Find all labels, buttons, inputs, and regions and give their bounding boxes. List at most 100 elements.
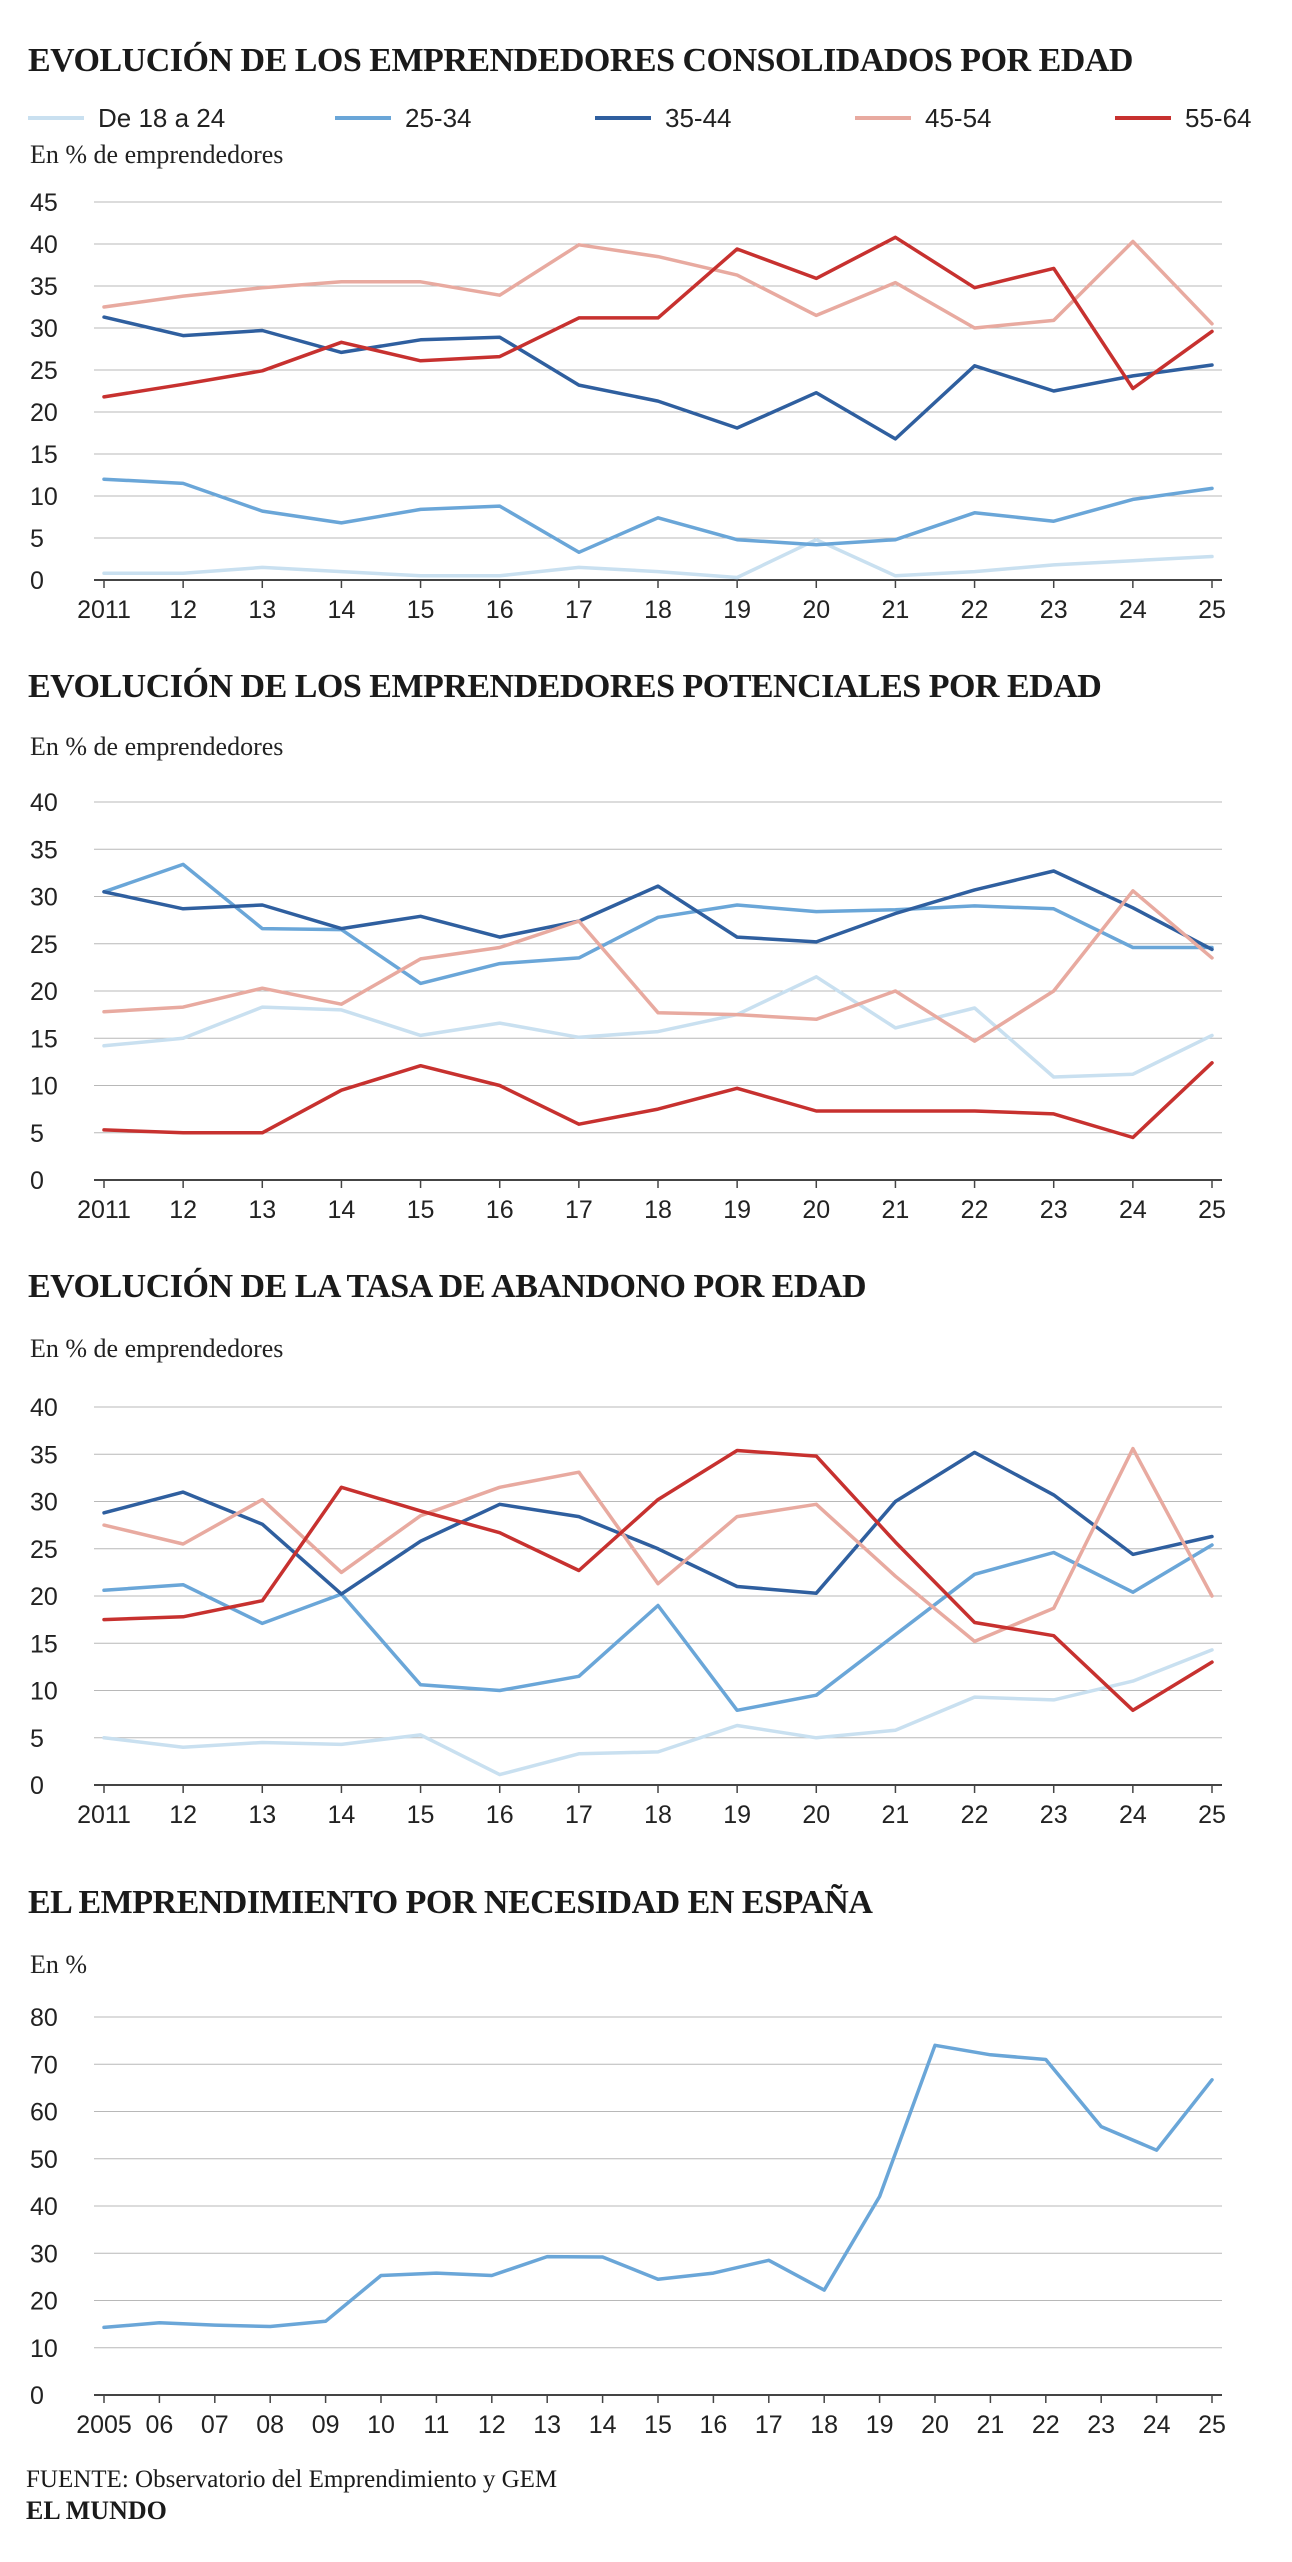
y-tick-label: 35 xyxy=(30,273,58,301)
x-tick-label: 23 xyxy=(1040,1801,1068,1829)
y-tick-label: 20 xyxy=(30,2288,58,2316)
x-tick-label: 19 xyxy=(723,596,751,624)
x-tick-label: 24 xyxy=(1119,596,1147,624)
y-tick-label: 25 xyxy=(30,357,58,385)
legend-swatch xyxy=(595,116,651,120)
x-tick-label: 25 xyxy=(1198,2411,1226,2439)
x-tick-label: 22 xyxy=(1032,2411,1060,2439)
x-tick-label: 15 xyxy=(407,596,435,624)
y-tick-label: 5 xyxy=(30,525,44,553)
y-tick-label: 80 xyxy=(30,2004,58,2032)
x-tick-label: 24 xyxy=(1143,2411,1171,2439)
y-tick-label: 10 xyxy=(30,2335,58,2363)
legend-label: 35-44 xyxy=(665,102,732,133)
x-tick-label: 13 xyxy=(248,1196,276,1224)
source-label: FUENTE: xyxy=(26,2466,129,2493)
y-tick-label: 25 xyxy=(30,931,58,959)
x-tick-label: 18 xyxy=(644,596,672,624)
y-tick-label: 0 xyxy=(30,1167,44,1195)
chart4-unit-label: En % xyxy=(30,1950,88,1979)
x-tick-label: 24 xyxy=(1119,1196,1147,1224)
y-tick-label: 15 xyxy=(30,441,58,469)
y-tick-label: 10 xyxy=(30,483,58,511)
y-tick-label: 35 xyxy=(30,1441,58,1469)
y-tick-label: 10 xyxy=(30,1073,58,1101)
legend-swatch xyxy=(335,116,391,120)
x-tick-label: 23 xyxy=(1087,2411,1115,2439)
chart2-title: EVOLUCIÓN DE LOS EMPRENDEDORES POTENCIAL… xyxy=(28,668,1102,705)
x-tick-label: 08 xyxy=(256,2411,284,2439)
legend-label: De 18 a 24 xyxy=(98,102,226,133)
x-tick-label: 18 xyxy=(810,2411,838,2439)
x-tick-label: 09 xyxy=(312,2411,340,2439)
x-tick-label: 25 xyxy=(1198,596,1226,624)
y-tick-label: 20 xyxy=(30,978,58,1006)
x-tick-label: 16 xyxy=(486,596,514,624)
chart1-unit-label: En % de emprendedores xyxy=(30,140,284,169)
x-tick-label: 19 xyxy=(866,2411,894,2439)
x-tick-label: 18 xyxy=(644,1801,672,1829)
undefined xyxy=(102,235,1214,399)
y-tick-label: 0 xyxy=(30,1772,44,1800)
x-tick-label: 15 xyxy=(407,1196,435,1224)
x-tick-label: 15 xyxy=(644,2411,672,2439)
undefined xyxy=(102,537,1214,580)
source-note: FUENTE: Observatorio del Emprendimiento … xyxy=(26,2466,557,2494)
x-tick-label: 24 xyxy=(1119,1801,1147,1829)
legend-item-45-54: 45-54 xyxy=(855,98,992,138)
y-tick-label: 15 xyxy=(30,1630,58,1658)
x-tick-label: 16 xyxy=(486,1801,514,1829)
x-tick-label: 17 xyxy=(565,1196,593,1224)
source-text: Observatorio del Emprendimiento y GEM xyxy=(135,2466,558,2493)
undefined xyxy=(102,862,1214,986)
y-tick-label: 10 xyxy=(30,1678,58,1706)
x-tick-label: 19 xyxy=(723,1196,751,1224)
legend-label: 55-64 xyxy=(1185,102,1252,133)
x-tick-label: 21 xyxy=(882,1801,910,1829)
chart4-plot: 0 10 20 30 40 50 60 70 80 2005 06 07 08 09 10 11 12 13 14 1… xyxy=(30,2004,1226,2439)
chart3-unit-label: En % de emprendedores xyxy=(30,1334,284,1363)
x-tick-label: 18 xyxy=(644,1196,672,1224)
x-tick-label: 17 xyxy=(755,2411,783,2439)
x-tick-label: 23 xyxy=(1040,1196,1068,1224)
chart1-plot: 0 5 10 15 20 25 30 35 40 45 2011 12 13 14 15 16 17 18 19 20… xyxy=(30,189,1226,624)
undefined xyxy=(102,239,1214,330)
x-tick-label: 20 xyxy=(802,1801,830,1829)
x-tick-label: 11 xyxy=(423,2411,449,2439)
legend-label: 25-34 xyxy=(405,102,472,133)
undefined xyxy=(102,1450,1214,1596)
y-tick-label: 60 xyxy=(30,2099,58,2127)
y-tick-label: 0 xyxy=(30,567,44,595)
y-tick-label: 50 xyxy=(30,2146,58,2174)
x-tick-label: 25 xyxy=(1198,1196,1226,1224)
legend-item-55-64: 55-64 xyxy=(1115,98,1252,138)
legend-swatch xyxy=(28,116,84,120)
y-tick-label: 30 xyxy=(30,1489,58,1517)
chart2-unit-label: En % de emprendedores xyxy=(30,732,284,761)
undefined xyxy=(102,1446,1214,1644)
brand-logo: EL MUNDO xyxy=(26,2496,167,2525)
y-tick-label: 5 xyxy=(30,1120,44,1148)
undefined xyxy=(102,1648,1214,1777)
x-tick-label: 15 xyxy=(407,1801,435,1829)
y-tick-label: 45 xyxy=(30,189,58,217)
legend: De 18 a 24 25-34 35-44 45-54 55-64 xyxy=(28,98,1268,138)
x-tick-label: 12 xyxy=(169,1196,197,1224)
y-tick-label: 5 xyxy=(30,1725,44,1753)
y-tick-label: 25 xyxy=(30,1536,58,1564)
x-tick-label: 12 xyxy=(478,2411,506,2439)
y-tick-label: 40 xyxy=(30,789,58,817)
undefined xyxy=(102,477,1214,555)
x-tick-label: 13 xyxy=(248,1801,276,1829)
x-tick-label: 17 xyxy=(565,1801,593,1829)
x-tick-label: 14 xyxy=(328,1196,356,1224)
y-tick-label: 30 xyxy=(30,2240,58,2268)
x-tick-label: 17 xyxy=(565,596,593,624)
chart1-title: EVOLUCIÓN DE LOS EMPRENDEDORES CONSOLIDA… xyxy=(28,42,1133,79)
y-tick-label: 0 xyxy=(30,2382,44,2410)
x-tick-label: 20 xyxy=(802,596,830,624)
x-tick-label: 14 xyxy=(328,596,356,624)
y-tick-label: 30 xyxy=(30,884,58,912)
x-tick-label: 22 xyxy=(961,1196,989,1224)
y-tick-label: 30 xyxy=(30,315,58,343)
